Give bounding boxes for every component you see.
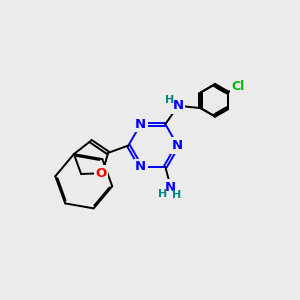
Text: N: N bbox=[135, 160, 146, 173]
Text: N: N bbox=[165, 181, 176, 194]
Text: H: H bbox=[158, 189, 167, 199]
Text: N: N bbox=[135, 118, 146, 131]
Text: H: H bbox=[172, 190, 181, 200]
Text: H: H bbox=[165, 95, 174, 105]
Text: N: N bbox=[172, 99, 184, 112]
Text: O: O bbox=[95, 167, 106, 180]
Text: Cl: Cl bbox=[231, 80, 245, 93]
Text: N: N bbox=[172, 139, 183, 152]
